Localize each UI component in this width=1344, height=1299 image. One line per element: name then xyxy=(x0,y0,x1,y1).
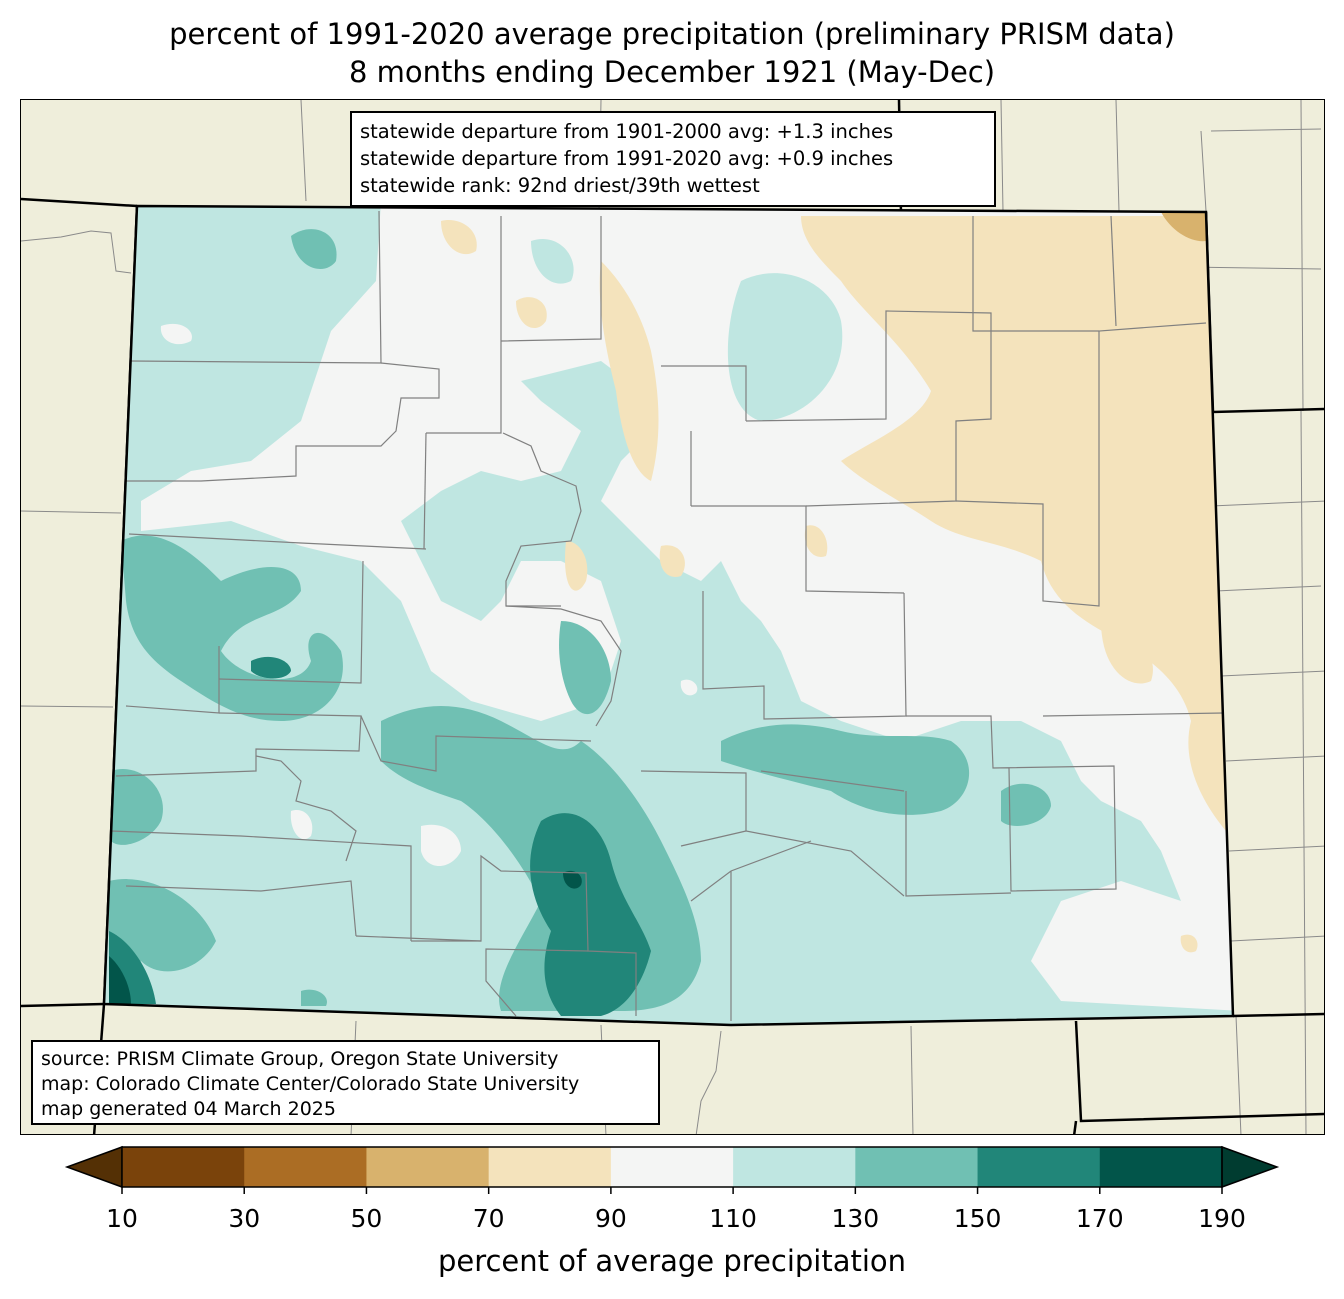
colorbar-segment xyxy=(855,1147,979,1187)
colorbar-segment xyxy=(366,1147,490,1187)
colorbar-over-arrow xyxy=(1221,1145,1280,1189)
colorbar-label: percent of average precipitation xyxy=(437,1244,907,1278)
source-box: source: PRISM Climate Group, Oregon Stat… xyxy=(31,1040,660,1125)
colorbar-tick-label: 110 xyxy=(709,1204,757,1233)
county-lines xyxy=(110,210,1224,1021)
colorbar-segment xyxy=(488,1147,612,1187)
colorbar-segment xyxy=(1099,1147,1223,1187)
precip-field xyxy=(104,206,1233,1025)
map-title-line2: 8 months ending December 1921 (May-Dec) xyxy=(348,55,996,89)
statewide-stats-box: statewide departure from 1901-2000 avg: … xyxy=(350,111,996,207)
colorbar-segment xyxy=(733,1147,856,1187)
colorbar-tick-label: 10 xyxy=(106,1204,138,1233)
colorbar-tick-label: 150 xyxy=(953,1204,1002,1233)
generated-date-line: map generated 04 March 2025 xyxy=(41,1098,336,1120)
stats-rank: statewide rank: 92nd driest/39th wettest xyxy=(360,174,760,197)
colorbar-segment xyxy=(977,1147,1101,1187)
colorbar-tick-label: 30 xyxy=(228,1204,261,1233)
colorado-border xyxy=(102,204,1235,1027)
colorado-precip-map xyxy=(21,100,1324,1134)
source-line: source: PRISM Climate Group, Oregon Stat… xyxy=(41,1048,559,1070)
colorbar-tick-label: 190 xyxy=(1198,1204,1246,1233)
colorbar-tick-label: 90 xyxy=(594,1204,627,1233)
colorbar xyxy=(64,1145,1280,1194)
colorbar-under-arrow xyxy=(64,1145,123,1189)
colorbar-tick-label: 50 xyxy=(350,1204,383,1233)
colorbar-tick-label: 130 xyxy=(831,1204,880,1233)
map-frame xyxy=(20,99,1325,1135)
colorbar-tick-label: 170 xyxy=(1075,1204,1124,1233)
colorbar-segment xyxy=(244,1147,367,1187)
map-credit-line: map: Colorado Climate Center/Colorado St… xyxy=(41,1073,580,1095)
map-title-line1: percent of 1991-2020 average precipitati… xyxy=(169,17,1175,51)
colorbar-tick-label: 70 xyxy=(472,1204,505,1233)
stats-departure-1901: statewide departure from 1901-2000 avg: … xyxy=(360,120,894,143)
colorbar-segment xyxy=(610,1147,734,1187)
colorbar-border xyxy=(121,1146,1223,1188)
colorbar-segment xyxy=(122,1147,245,1187)
stats-departure-1991: statewide departure from 1991-2020 avg: … xyxy=(360,147,894,170)
